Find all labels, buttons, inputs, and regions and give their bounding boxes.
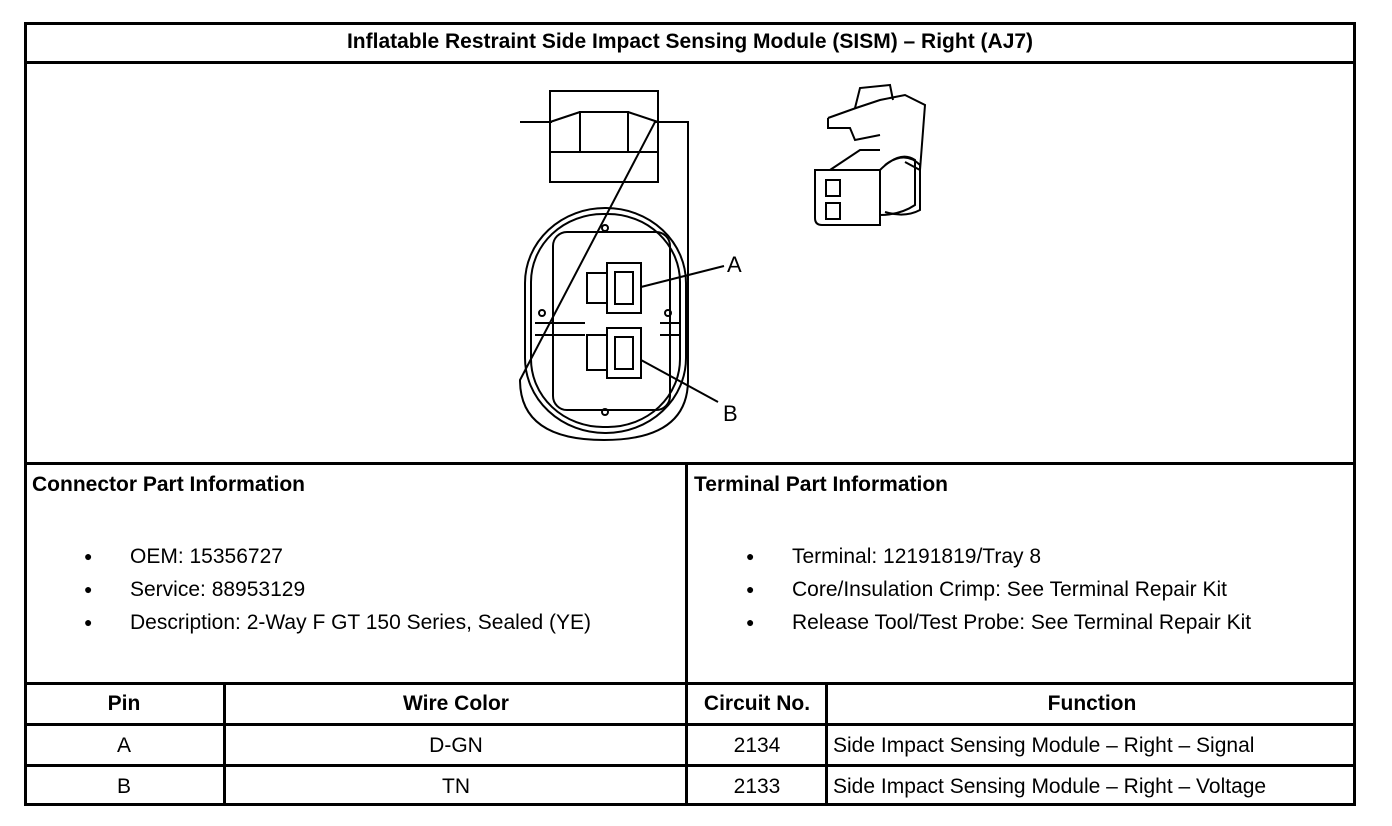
divider [24, 682, 1356, 685]
header-wire-color: Wire Color [403, 692, 509, 715]
pin-label-a: A [727, 252, 742, 277]
list-item: OEM: 15356727 [30, 540, 591, 573]
terminal-info-list: Terminal: 12191819/Tray 8 Core/Insulatio… [692, 540, 1251, 639]
terminal-info-heading: Terminal Part Information [694, 473, 948, 496]
list-item: Description: 2-Way F GT 150 Series, Seal… [30, 606, 591, 639]
cell-wire-color: TN [442, 775, 470, 798]
header-function: Function [1047, 692, 1137, 715]
pin-label-b: B [723, 401, 738, 426]
cell-function: Side Impact Sensing Module – Right – Vol… [833, 775, 1267, 798]
header-pin: Pin [107, 692, 141, 715]
list-item: Service: 88953129 [30, 573, 591, 606]
divider [24, 764, 1356, 767]
divider [24, 61, 1356, 64]
cell-pin: A [116, 734, 131, 757]
leader-line-a [640, 265, 725, 288]
divider [24, 462, 1356, 465]
header-circuit-no: Circuit No. [703, 692, 811, 715]
cell-pin: B [116, 775, 131, 798]
page-title: Inflatable Restraint Side Impact Sensing… [346, 30, 1034, 53]
list-item: Terminal: 12191819/Tray 8 [692, 540, 1251, 573]
list-item: Core/Insulation Crimp: See Terminal Repa… [692, 573, 1251, 606]
divider [223, 682, 226, 806]
connector-face-view [518, 90, 725, 442]
cell-circuit: 2133 [733, 775, 781, 798]
divider [24, 723, 1356, 726]
cell-wire-color: D-GN [429, 734, 483, 757]
cell-function: Side Impact Sensing Module – Right – Sig… [833, 734, 1255, 757]
document-frame [24, 22, 1356, 806]
divider [685, 462, 688, 806]
connector-info-heading: Connector Part Information [32, 473, 306, 496]
connector-3d-view [814, 83, 927, 226]
connector-info-list: OEM: 15356727 Service: 88953129 Descript… [30, 540, 591, 639]
leader-line-b [640, 359, 719, 403]
cell-circuit: 2134 [733, 734, 781, 757]
divider [825, 682, 828, 806]
list-item: Release Tool/Test Probe: See Terminal Re… [692, 606, 1251, 639]
